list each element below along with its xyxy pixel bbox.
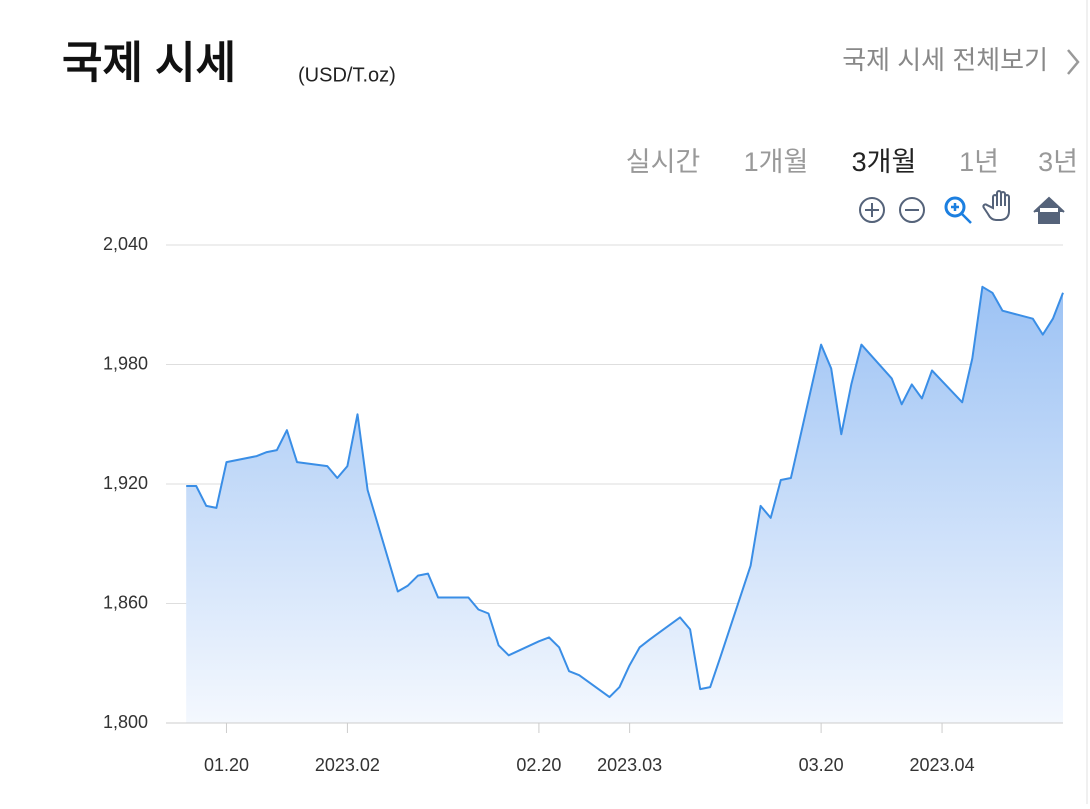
toolbar — [859, 190, 1065, 224]
zoom-in-icon[interactable] — [859, 197, 885, 223]
x-tick-label: 2023.02 — [315, 755, 380, 775]
area — [186, 286, 1064, 723]
tabs: 실시간 1개월 3개월 1년 3년 — [626, 147, 1078, 177]
y-tick-label: 1,800 — [103, 712, 148, 732]
x-tick-label: 2023.03 — [597, 755, 662, 775]
zoom-out-icon[interactable] — [899, 197, 925, 223]
chevron[interactable] — [1067, 49, 1080, 75]
line — [186, 285, 1064, 699]
unit: (USD/T.oz) — [298, 64, 396, 86]
y-tick-label: 1,920 — [103, 473, 148, 493]
x-tick-label: 03.20 — [799, 755, 844, 775]
home-icon[interactable] — [1033, 196, 1065, 224]
x-tick-label: 02.20 — [516, 755, 561, 775]
tab[interactable]: 3년 — [1038, 147, 1078, 177]
y-tick-label: 1,980 — [103, 353, 148, 373]
x-tick-label: 01.20 — [204, 755, 249, 775]
tab[interactable]: 실시간 — [626, 147, 701, 177]
tab[interactable]: 1개월 — [744, 147, 809, 177]
plot: 1,800 1,860 1,920 1,980 2,040 01.20 2023.02 02.… — [103, 234, 1064, 775]
title: 국제 시세 — [62, 39, 236, 88]
zoom-select-icon[interactable] — [944, 196, 972, 224]
view-all-link[interactable]: 국제 시세 전체보기 — [842, 45, 1048, 75]
tab[interactable]: 1년 — [959, 147, 999, 177]
pan-icon[interactable] — [982, 190, 1010, 221]
x-tick-label: 2023.04 — [910, 755, 975, 775]
y-tick-label: 2,040 — [103, 234, 148, 254]
y-tick-label: 1,860 — [103, 592, 148, 612]
tab[interactable]: 3개월 — [852, 147, 917, 177]
